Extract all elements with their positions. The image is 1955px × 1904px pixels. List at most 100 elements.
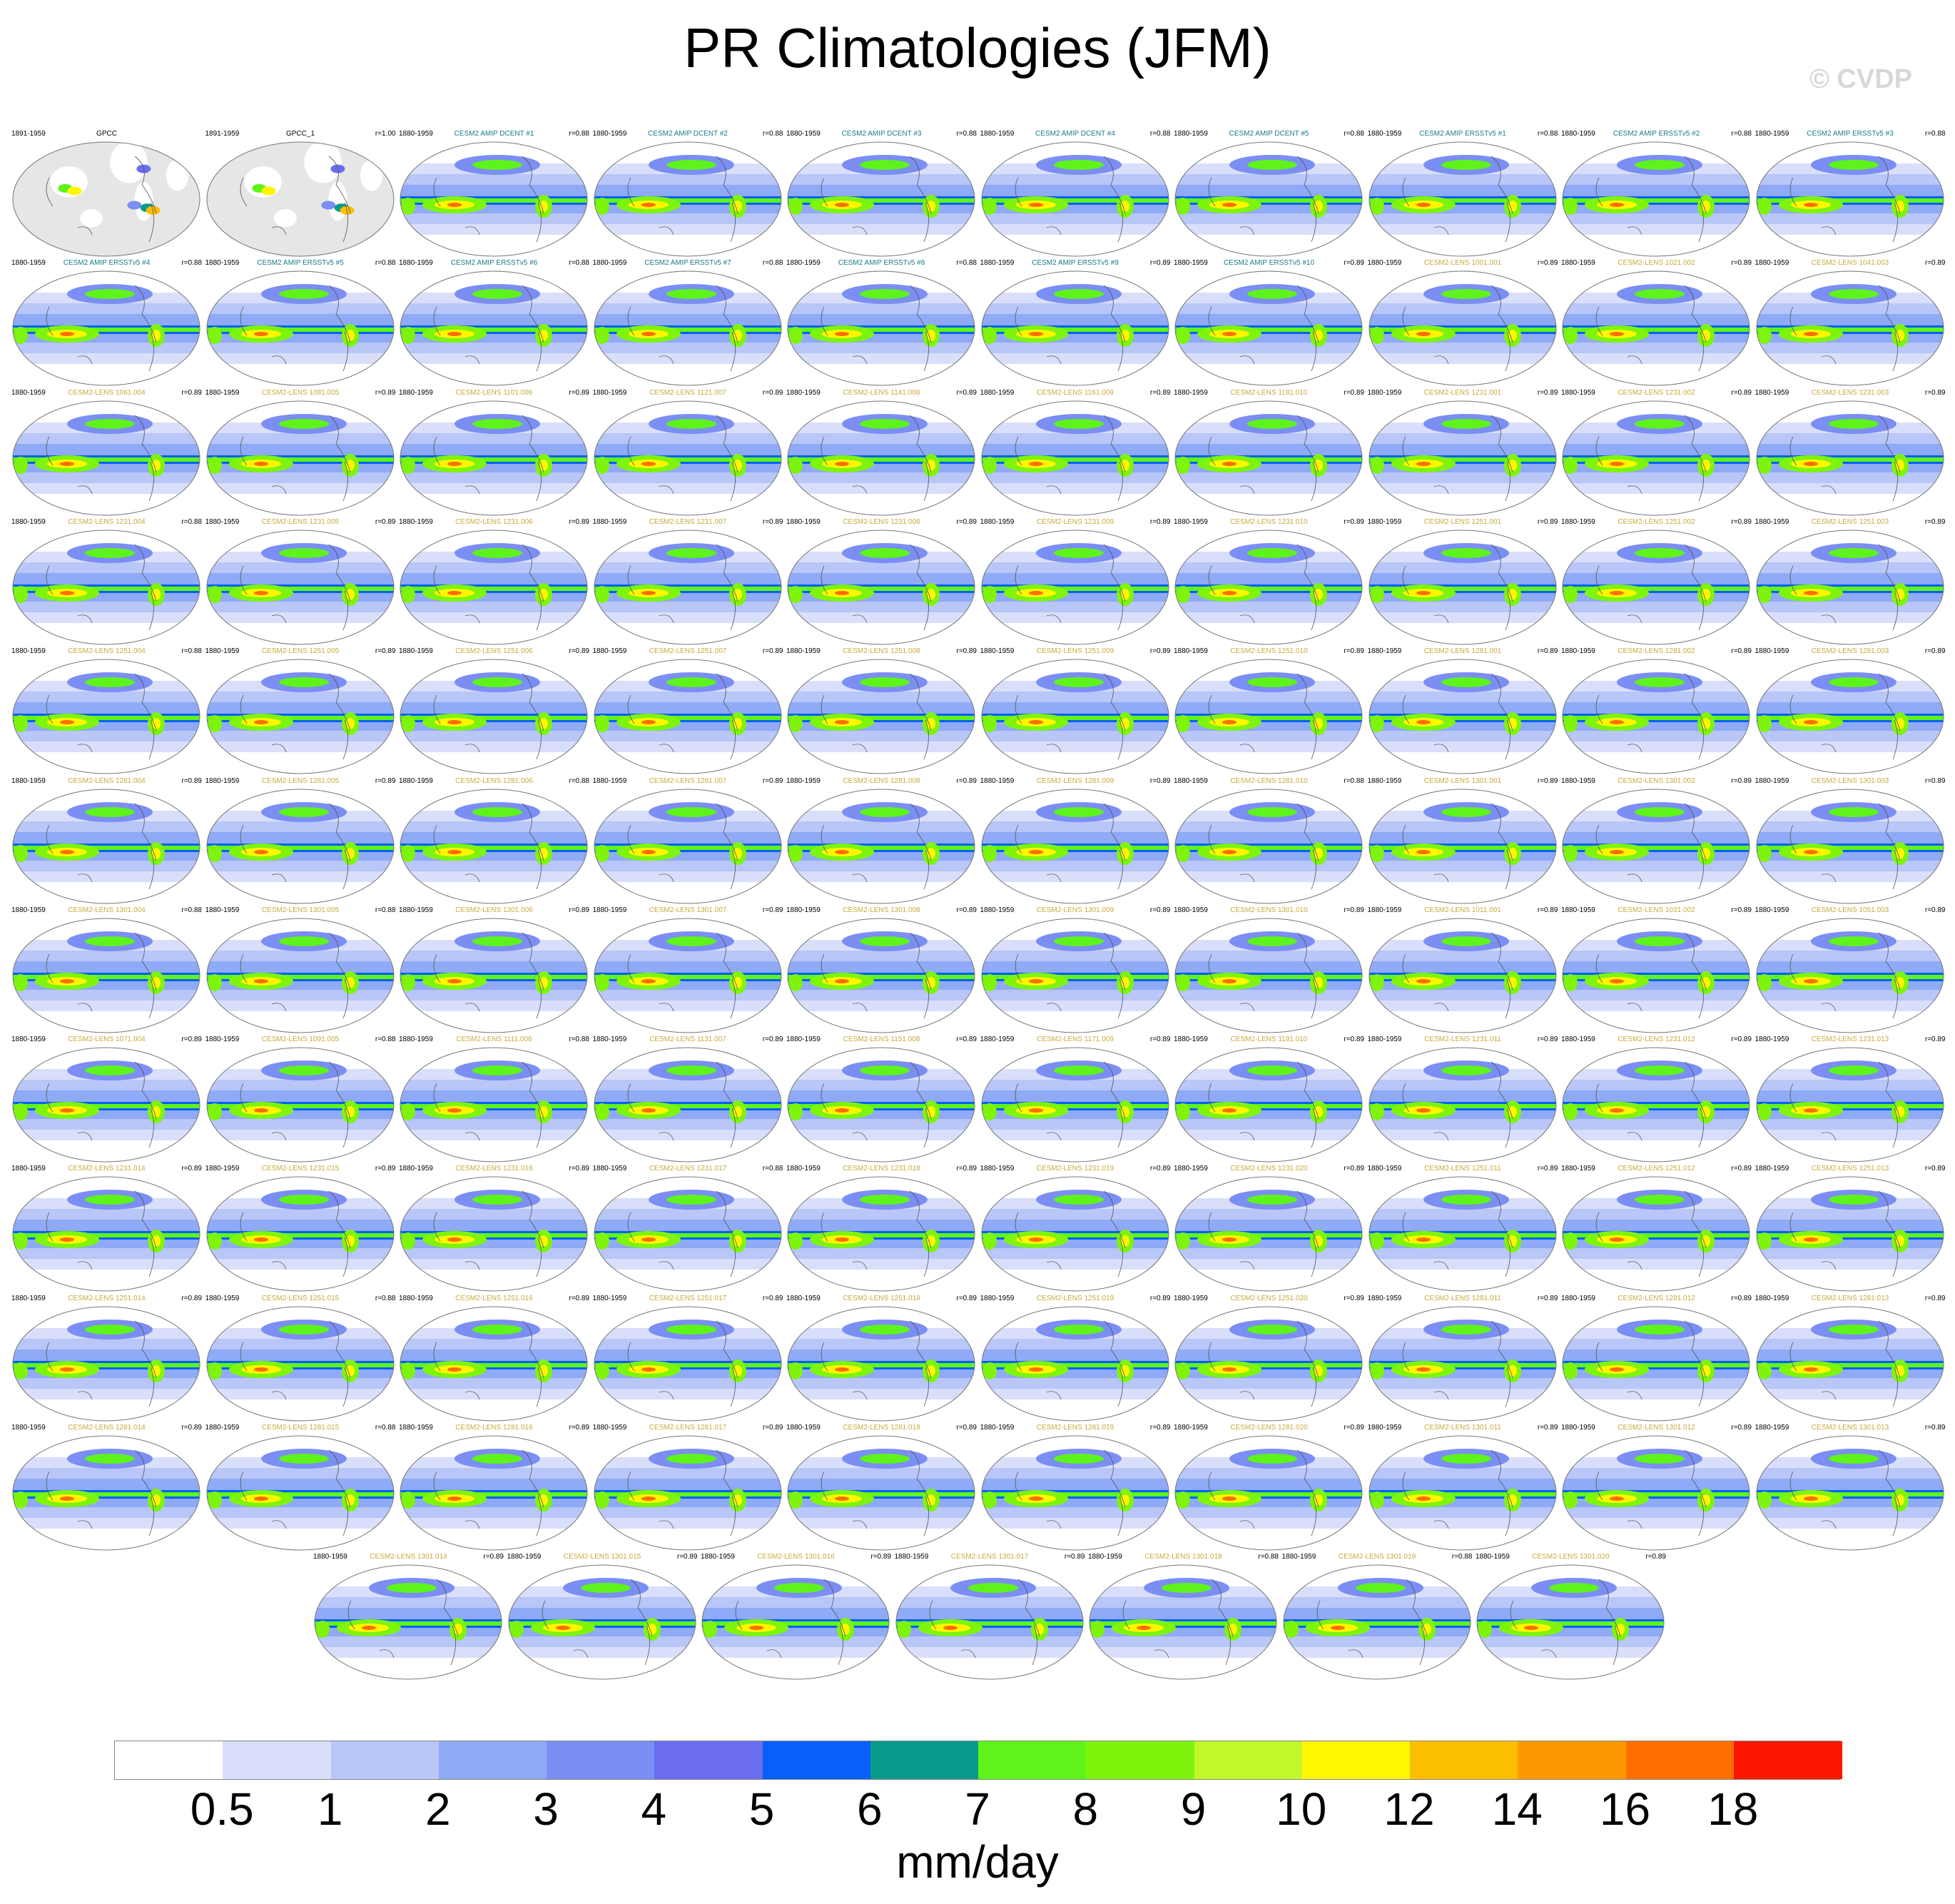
panel-title: CESM2-LENS 1301.014 bbox=[370, 1553, 447, 1561]
land-precip bbox=[401, 715, 415, 733]
land-precip-core bbox=[1702, 1364, 1710, 1377]
storm-track bbox=[1247, 289, 1297, 300]
panel-title: CESM2-LENS 1231.019 bbox=[1036, 1165, 1114, 1173]
panel-title: CESM2-LENS 1231.015 bbox=[261, 1165, 340, 1173]
panel-correlation: r=0.89 bbox=[1344, 906, 1364, 914]
coastline bbox=[1892, 978, 1898, 1018]
land-area bbox=[80, 209, 103, 228]
land-precip bbox=[594, 456, 609, 474]
panel-title: CESM2-LENS 1281.019 bbox=[1036, 1424, 1114, 1432]
coastline bbox=[536, 332, 542, 372]
itcz-band bbox=[788, 457, 975, 462]
panel-years: 1880-1959 bbox=[399, 259, 433, 268]
storm-track bbox=[278, 289, 329, 300]
coastline bbox=[1296, 1061, 1319, 1120]
land-precip bbox=[1757, 973, 1772, 991]
map-panel: 1880-1959 CESM2-LENS 1281.002 r=0.89 bbox=[1560, 647, 1753, 777]
coastline bbox=[134, 285, 157, 343]
land-precip-core bbox=[733, 1364, 742, 1377]
colorbar-box bbox=[1733, 1741, 1842, 1779]
panel-title: CESM2-LENS 1301.004 bbox=[68, 906, 146, 914]
panel-correlation: r=0.89 bbox=[375, 776, 396, 785]
spcz-peak bbox=[749, 1626, 763, 1631]
coastline bbox=[134, 415, 157, 472]
panel-correlation: r=0.89 bbox=[569, 1424, 589, 1432]
panel-correlation: r=0.89 bbox=[956, 517, 977, 526]
map-svg bbox=[1368, 1306, 1556, 1422]
map-svg bbox=[400, 789, 588, 903]
map-panel: 1880-1959 CESM2-LENS 1251.011 r=0.89 bbox=[1366, 1165, 1560, 1295]
coastline bbox=[1491, 415, 1513, 472]
coastline bbox=[1878, 1061, 1900, 1120]
storm-track bbox=[85, 936, 135, 946]
panel-title: CESM2-LENS 1011.001 bbox=[1424, 906, 1501, 914]
itcz-band bbox=[206, 328, 394, 333]
map-svg bbox=[981, 1047, 1169, 1163]
panel-correlation: r=0.89 bbox=[762, 1424, 783, 1432]
map-svg bbox=[12, 1176, 200, 1292]
map-svg bbox=[981, 918, 1169, 1033]
map-svg bbox=[206, 1306, 394, 1422]
panel-correlation: r=0.89 bbox=[1537, 1035, 1558, 1044]
colorbar bbox=[114, 1741, 1842, 1780]
coastline bbox=[1402, 953, 1409, 983]
map-panel: 1880-1959 CESM2-LENS 1251.019 r=0.89 bbox=[979, 1295, 1172, 1424]
map-svg bbox=[12, 659, 200, 774]
map-svg bbox=[1089, 1564, 1277, 1680]
storm-track bbox=[860, 936, 910, 946]
land-precip-core bbox=[345, 330, 355, 342]
map-panel: 1880-1959 CESM2-LENS 1281.019 r=0.89 bbox=[979, 1424, 1172, 1554]
panel-title: CESM2-LENS 1141.008 bbox=[843, 388, 920, 397]
panel-correlation: r=0.89 bbox=[1731, 259, 1752, 268]
map-svg bbox=[594, 1047, 781, 1163]
coastline bbox=[1433, 614, 1448, 624]
panel-correlation: r=0.89 bbox=[1149, 647, 1171, 656]
panel-title: CESM2 AMIP ERSSTv5 #9 bbox=[1032, 259, 1119, 268]
coastline bbox=[1103, 1061, 1125, 1120]
map-panel: 1880-1959 CESM2-LENS 1231.011 r=0.89 bbox=[1366, 1035, 1560, 1165]
panel-title: CESM2-LENS 1231.012 bbox=[1618, 1035, 1695, 1044]
panel-years: 1880-1959 bbox=[1174, 1035, 1208, 1044]
map-panel: 1880-1959 CESM2-LENS 1251.003 r=0.89 bbox=[1754, 518, 1947, 648]
panel-title: CESM2-LENS 1301.013 bbox=[1811, 1424, 1889, 1432]
panel-correlation: r=0.89 bbox=[1924, 647, 1946, 656]
map-panel-grid: 1891-1959 GPCC 1891-1959 GPCC_1 r=1.00 1880-1… bbox=[11, 130, 1947, 1680]
map-panel: 1880-1959 CESM2-LENS 1301.003 r=0.89 bbox=[1754, 777, 1947, 907]
spcz-peak bbox=[1028, 849, 1043, 854]
spcz-peak bbox=[1416, 590, 1431, 595]
itcz-band bbox=[1175, 328, 1362, 333]
coastline bbox=[1878, 673, 1900, 731]
itcz-band bbox=[594, 457, 781, 462]
map-panel: 1880-1959 CESM2-LENS 1281.011 r=0.89 bbox=[1366, 1295, 1560, 1424]
map-panel: 1880-1959 CESM2-LENS 1301.007 r=0.89 bbox=[591, 906, 785, 1036]
map-svg bbox=[1368, 789, 1556, 903]
spcz-peak bbox=[641, 849, 656, 854]
spcz-peak bbox=[1416, 1367, 1431, 1372]
panel-years: 1880-1959 bbox=[1367, 388, 1402, 397]
spcz-peak bbox=[1803, 1367, 1818, 1372]
map-border bbox=[12, 1047, 200, 1163]
storm-track bbox=[472, 1195, 522, 1205]
land-precip-core bbox=[1120, 330, 1129, 342]
land-precip-core bbox=[1120, 1364, 1129, 1377]
panel-correlation: r=0.89 bbox=[1344, 1035, 1364, 1044]
spcz-peak bbox=[1330, 1626, 1345, 1631]
itcz-band bbox=[13, 457, 200, 462]
coastline bbox=[328, 285, 350, 343]
panel-years: 1880-1959 bbox=[399, 388, 433, 397]
land-precip bbox=[14, 327, 28, 345]
spcz-peak bbox=[835, 1237, 849, 1242]
itcz-band bbox=[1175, 974, 1362, 979]
panel-correlation: r=0.89 bbox=[762, 647, 783, 656]
panel-years: 1880-1959 bbox=[786, 388, 821, 397]
map-border bbox=[1562, 918, 1750, 1033]
panel-years: 1880-1959 bbox=[592, 388, 627, 397]
land-precip-core bbox=[1616, 1624, 1625, 1636]
panel-years: 1880-1959 bbox=[1174, 517, 1208, 526]
coastline bbox=[1627, 1003, 1642, 1011]
map-panel: 1880-1959 CESM2-LENS 1231.015 r=0.89 bbox=[204, 1165, 397, 1295]
coastline bbox=[1208, 695, 1216, 724]
panel-years: 1880-1959 bbox=[1561, 647, 1595, 656]
storm-track bbox=[666, 160, 716, 170]
map-svg bbox=[981, 400, 1169, 516]
